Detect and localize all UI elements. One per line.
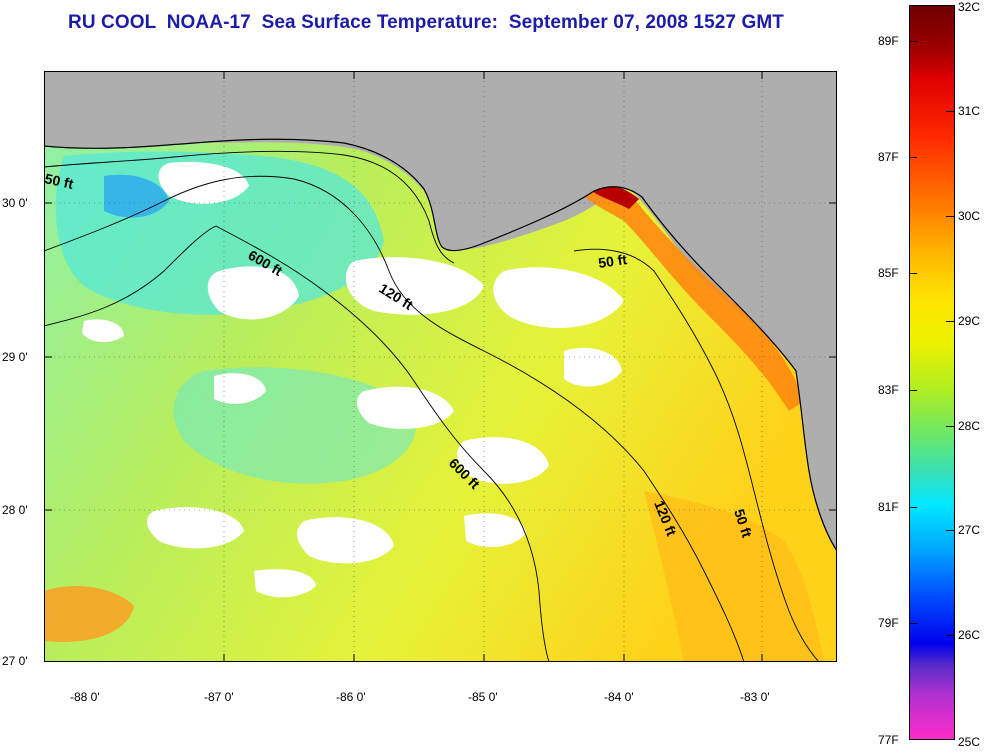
lon-label: -83 0' [740,690,770,704]
colorbar-tick [909,273,917,274]
sst-map-graphic: 50 ft 600 ft 120 ft 50 ft 600 ft 120 ft … [44,71,837,662]
colorbar-celsius-label: 29C [958,314,981,328]
lat-label: 30 0' [2,196,28,210]
colorbar-celsius-label: 25C [958,735,981,749]
lon-label: -86 0' [336,690,366,704]
colorbar-tick [946,111,954,112]
contour-600ft [44,225,550,662]
coastline [44,138,837,552]
contour-label: 50 ft [597,251,628,271]
colorbar-tick [909,41,917,42]
colorbar-tick [946,321,954,322]
warm-water-patch [44,586,134,642]
contour-50ft-west [44,150,455,264]
hot-coastal-water [589,185,639,209]
colorbar-fahrenheit-label: 79F [878,616,899,630]
colorbar-fahrenheit-label: 87F [878,150,899,164]
colorbar-tick [946,530,954,531]
temperature-colorbar [909,5,955,740]
colorbar-fahrenheit-label: 89F [878,34,899,48]
colorbar-tick [909,623,917,624]
colorbar-tick [946,635,954,636]
colorbar-celsius-label: 31C [958,104,981,118]
contour-50ft-east [573,248,820,662]
colorbar-celsius-label: 27C [958,523,981,537]
colorbar-fahrenheit-label: 85F [878,266,899,280]
graticule [44,71,837,662]
axis-ticks [44,71,837,662]
contour-120ft [44,175,745,662]
lat-label: 27 0' [2,654,28,668]
colorbar-fahrenheit-label: 77F [878,733,899,747]
warm-offshore-water [644,491,824,662]
colorbar-fahrenheit-label: 83F [878,383,899,397]
sst-map: 50 ft 600 ft 120 ft 50 ft 600 ft 120 ft … [44,71,837,662]
colorbar-celsius-label: 30C [958,209,981,223]
colorbar-celsius-label: 26C [958,628,981,642]
lon-label: -85 0' [468,690,498,704]
colorbar-tick [909,157,917,158]
lat-label: 29 0' [2,350,28,364]
colorbar-tick [909,507,917,508]
florida-land [44,71,837,551]
contour-label: 50 ft [44,170,75,192]
lon-label: -87 0' [204,690,234,704]
colorbar-tick [946,426,954,427]
colorbar-celsius-label: 28C [958,419,981,433]
lon-label: -88 0' [70,690,100,704]
lat-label: 28 0' [2,503,28,517]
map-frame [44,71,837,662]
map-title: RU COOL NOAA-17 Sea Surface Temperature:… [68,12,784,33]
warm-coastal-water [579,187,804,411]
colorbar-tick [946,216,954,217]
depth-contours [44,150,820,662]
colorbar-fahrenheit-label: 81F [878,500,899,514]
colorbar-tick [909,390,917,391]
colorbar-celsius-label: 32C [958,0,981,14]
lon-label: -84 0' [604,690,634,704]
